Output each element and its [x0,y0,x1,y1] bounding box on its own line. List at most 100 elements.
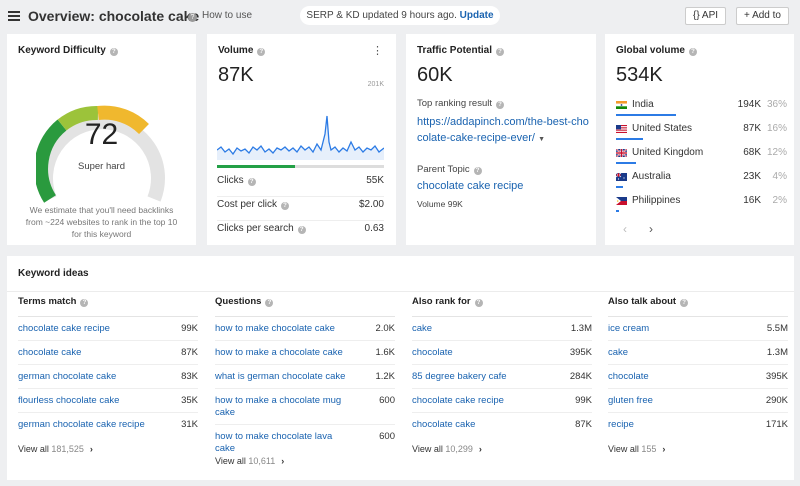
update-link[interactable]: Update [459,10,494,21]
add-to-button[interactable]: + Add to [736,7,789,25]
question-circle-icon[interactable]: ? [247,178,256,186]
view-all-link[interactable]: View all 181,525 › [18,444,198,454]
keyword-volume: 83K [181,371,198,382]
api-button[interactable]: {} API [685,7,727,25]
traffic-potential-title: Traffic Potential? [417,45,505,56]
keyword-link[interactable]: what is german chocolate cake [215,371,346,382]
keyword-link[interactable]: german chocolate cake recipe [18,419,145,430]
chevron-right-icon: › [89,444,93,454]
vertical-dots-icon[interactable]: ⋮ [372,45,383,57]
philippines-flag-icon [616,197,627,205]
clicks-row: Clicks? 55K [217,175,384,197]
keyword-row: chocolate cake 87K [18,341,198,365]
keyword-ideas-title: Keyword ideas [18,268,89,279]
keyword-link[interactable]: how to make chocolate lava cake [215,431,333,454]
question-circle-icon[interactable]: ? [257,48,266,56]
caret-down-icon[interactable]: ▼ [538,136,545,143]
view-all-link[interactable]: View all 10,299 › [412,444,592,454]
top-ranking-url-text[interactable]: https://addapinch.com/the-best-chocolate… [417,116,589,144]
chevron-right-icon[interactable]: › [649,222,653,236]
question-circle-icon[interactable]: ? [80,299,89,307]
top-ranking-label: Top ranking result? [417,98,504,109]
view-all-link[interactable]: View all 10,611 › [215,456,395,466]
keyword-link[interactable]: how to make chocolate cake [215,323,335,334]
top-ranking-url[interactable]: https://addapinch.com/the-best-chocolate… [417,114,589,148]
keyword-link[interactable]: cake [412,323,433,334]
india-flag-icon [616,101,627,109]
keyword-link[interactable]: chocolate cake recipe [412,395,504,406]
keyword-link[interactable]: cake [608,347,629,358]
kd-title-text: Keyword Difficulty [18,45,106,56]
keyword-link[interactable]: chocolate cake recipe [18,323,110,334]
keyword-volume: 600 [379,431,395,442]
keyword-link[interactable]: chocolate cake [412,419,476,430]
clicks-bar-fill [217,165,296,168]
hamburger-menu-icon[interactable] [8,11,20,21]
keyword-link[interactable]: how to make a chocolate cake [215,347,343,358]
page-title: Overview: chocolate cake [28,8,200,24]
cps-value: 0.63 [364,223,384,234]
country-volume: 23K [743,171,761,182]
keyword-difficulty-title: Keyword Difficulty? [18,45,118,56]
clicks-value: 55K [366,175,384,186]
keyword-volume: 31K [181,419,198,430]
parent-topic-link[interactable]: chocolate cake recipe [417,180,524,192]
view-all-link[interactable]: View all 155 › [608,444,788,454]
question-circle-icon[interactable]: ? [281,202,290,210]
tp-title-text: Traffic Potential [417,45,493,56]
keyword-link[interactable]: chocolate [608,371,649,382]
chevron-left-icon[interactable]: ‹ [623,222,627,236]
country-row[interactable]: Australia 23K 4% [616,170,787,194]
country-row[interactable]: United States 87K 16% [616,122,787,146]
question-circle-icon[interactable]: ? [265,299,274,307]
question-circle-icon[interactable]: ? [495,101,504,109]
global-volume-card: Global volume? 534K India 194K 36% Unite… [605,34,794,245]
keyword-row: gluten free 290K [608,389,788,413]
cps-row: Clicks per search? 0.63 [217,223,384,245]
view-all-count: 155 [641,444,657,454]
top-bar: Overview: chocolate cake ? How to use SER… [0,0,800,34]
question-circle-icon[interactable]: ? [688,48,697,56]
keyword-volume: 2.0K [375,323,395,334]
question-circle-icon[interactable]: ? [473,167,482,175]
cpc-value: $2.00 [358,199,384,210]
country-row[interactable]: Philippines 16K 2% [616,194,787,218]
clicks-label: Clicks [217,175,244,186]
question-circle-icon[interactable]: ? [297,226,306,234]
keyword-row: recipe 171K [608,413,788,437]
also-rank-for-column: Also rank for? cake 1.3M chocolate 395K 85… [412,296,592,454]
keyword-link[interactable]: chocolate cake [18,347,82,358]
uk-flag-icon [616,149,627,157]
keyword-link[interactable]: flourless chocolate cake [18,395,120,406]
keyword-row: how to make chocolate lava cake 600 [215,425,395,454]
keyword-link[interactable]: chocolate [412,347,453,358]
country-name: Australia [632,171,671,182]
keyword-link[interactable]: ice cream [608,323,650,334]
keyword-link[interactable]: how to make a chocolate mug cake [215,395,342,418]
question-circle-icon[interactable]: ? [680,299,689,307]
country-name: Philippines [632,195,681,206]
keyword-row: cake 1.3M [608,341,788,365]
question-circle-icon[interactable]: ? [496,48,505,56]
keyword-volume: 87K [575,419,592,430]
keyword-volume: 1.2K [375,371,395,382]
column-header: Questions? [215,296,395,317]
keyword-link[interactable]: german chocolate cake [18,371,117,382]
keyword-link[interactable]: recipe [608,419,634,430]
keyword-link[interactable]: gluten free [608,395,653,406]
question-circle-icon[interactable]: ? [474,299,483,307]
cpc-label: Cost per click [217,199,278,210]
country-volume: 16K [743,195,761,206]
question-circle-icon[interactable]: ? [109,48,118,56]
keyword-volume: 395K [765,371,788,382]
parent-topic-label: Parent Topic? [417,164,482,175]
keyword-row: german chocolate cake recipe 31K [18,413,198,437]
country-share-bar [616,162,636,164]
country-row[interactable]: United Kingdom 68K 12% [616,146,787,170]
keyword-volume: 171K [765,419,788,430]
how-to-use-link[interactable]: ? How to use [188,10,252,22]
country-row[interactable]: India 194K 36% [616,98,787,122]
country-percent: 4% [772,171,787,182]
keyword-link[interactable]: 85 degree bakery cafe [412,371,507,382]
kd-note: We estimate that you'll need backlinks f… [25,205,178,239]
